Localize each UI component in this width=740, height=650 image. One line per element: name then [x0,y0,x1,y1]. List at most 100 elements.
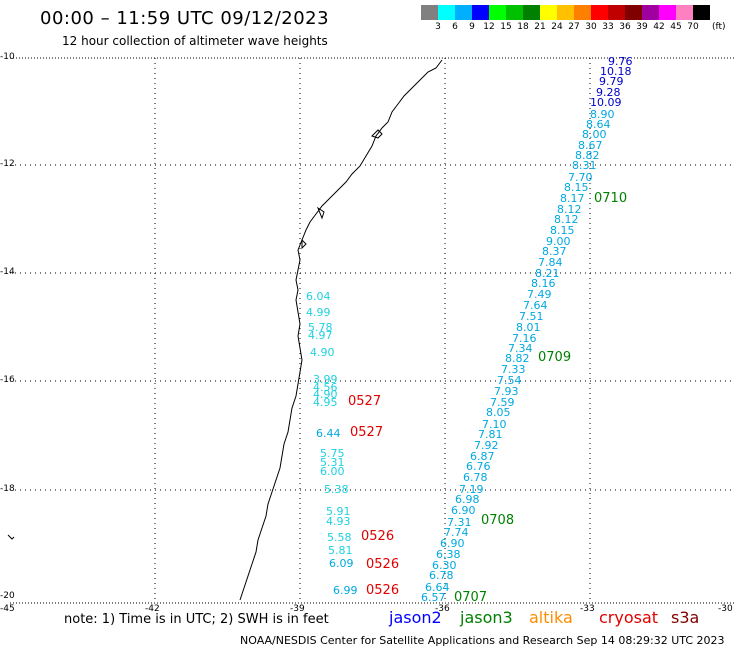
scale-tick-label: 70 [687,22,699,32]
wave-height-label: 7.64 [523,299,548,312]
wave-height-label: 4.90 [310,346,335,359]
scale-swatch [642,5,659,20]
wave-height-label: 7.81 [478,428,503,441]
scale-swatch [506,5,523,20]
scale-swatch [693,5,710,20]
scale-tick-label: 15 [500,22,512,32]
pass-time-label: 0527 [348,394,382,409]
wave-height-label: 6.38 [436,548,461,561]
wave-height-label: 8.31 [572,159,597,172]
wave-height-label: 6.87 [470,450,495,463]
y-axis-label: -12 [0,159,15,169]
scale-tick-label: 3 [435,22,441,32]
wave-height-label: 7.34 [508,342,533,355]
wave-height-label: 10.18 [600,65,632,78]
scale-swatch [625,5,642,20]
coastline [239,59,443,601]
wave-height-label: 6.90 [440,537,465,550]
wave-height-label: 6.64 [425,581,450,594]
x-axis-label: -36 [435,604,450,614]
wave-height-label: 6.00 [320,465,345,478]
wave-height-label: 8.16 [531,277,556,290]
wave-height-label: 6.57 [421,591,446,604]
wave-height-label: 8.12 [554,213,579,226]
scale-swatch [438,5,455,20]
scale-tick-label: 33 [602,22,614,32]
wave-height-label: 7.70 [568,171,593,184]
wave-height-label: 8.21 [535,267,560,280]
scale-tick-label: 27 [568,22,580,32]
pass-time-label: 0527 [350,425,384,440]
wave-height-label: 4.99 [306,306,331,319]
pass-time-label: 0707 [454,590,488,605]
pass-time-label: 0526 [361,529,395,544]
wave-height-label: 6.76 [466,460,491,473]
wave-height-label: 6.04 [306,290,331,303]
x-axis-label: -45 [0,604,15,614]
scale-swatch [574,5,591,20]
chart-title: 00:00 – 11:59 UTC 09/12/2023 [40,8,330,29]
scale-tick-label: 36 [619,22,631,32]
x-axis-label: -42 [145,604,160,614]
wave-height-label: 8.90 [590,108,615,121]
wave-height-label: 7.33 [501,363,526,376]
wave-height-label: 6.78 [429,569,454,582]
wave-height-label: 8.15 [550,224,575,237]
wave-height-label: 9.76 [608,55,633,68]
wave-height-label: 8.64 [586,118,611,131]
satellite-legend-cryosat: cryosat [599,608,659,627]
satellite-legend-jason2: jason2 [389,608,442,627]
wave-height-label: 7.93 [494,385,519,398]
wave-height-label: 8.67 [578,139,603,152]
scale-swatch [523,5,540,20]
grid-lines [10,58,735,603]
wave-height-label: 7.49 [527,288,552,301]
scale-swatch [540,5,557,20]
scale-tick-label: 24 [551,22,563,32]
y-axis-label: -18 [0,484,15,494]
wave-height-label: 8.37 [542,245,567,258]
pass-time-label: 0709 [538,350,572,365]
scale-tick-label: 12 [483,22,495,32]
chart-subtitle: 12 hour collection of altimeter wave hei… [62,34,328,48]
wave-height-label: 9.28 [596,86,621,99]
satellite-legend-jason3: jason3 [460,608,513,627]
wave-height-label: 5.81 [328,544,353,557]
scale-unit: (ft) [712,22,726,32]
wave-height-label: 8.05 [486,406,511,419]
wave-height-label: 6.90 [451,504,476,517]
y-axis-label: -14 [0,267,15,277]
y-axis-label: -16 [0,375,15,385]
wave-height-label: 8.01 [516,321,541,334]
wave-height-label: 7.84 [538,256,563,269]
scale-tick-label: 21 [534,22,546,32]
wave-height-label: 4.97 [308,329,333,342]
pass-time-label: 0526 [366,557,400,572]
wave-height-label: 7.59 [490,396,515,409]
x-axis-label: -39 [290,604,305,614]
wave-height-label: 8.15 [564,181,589,194]
wave-height-label: 4.56 [313,381,338,394]
wave-height-label: 7.74 [444,526,469,539]
footer-credit: NOAA/NESDIS Center for Satellite Applica… [240,634,725,647]
satellite-legend-s3a: s3a [671,608,700,627]
satellite-legend-altika: altika [529,608,573,627]
scale-tick-label: 42 [653,22,665,32]
wave-height-label: 7.16 [512,332,537,345]
wave-height-label: 6.99 [333,584,358,597]
scale-tick-label: 9 [469,22,475,32]
wave-height-label: 5.91 [326,505,351,518]
wave-height-label: 5.31 [320,456,345,469]
wave-height-label: 4.90 [313,388,338,401]
scale-tick-label: 45 [670,22,682,32]
scale-tick-label: 39 [636,22,648,32]
scale-tick-label: 18 [517,22,529,32]
wave-height-label: 7.51 [519,310,544,323]
wave-height-label: 8.17 [560,192,585,205]
wave-height-label: 5.38 [324,483,349,496]
wave-height-label: 6.09 [329,557,354,570]
scale-swatch [557,5,574,20]
wave-height-label: 8.82 [575,149,600,162]
wave-height-label: 3.99 [313,373,338,386]
y-axis-label: -10 [0,52,15,62]
